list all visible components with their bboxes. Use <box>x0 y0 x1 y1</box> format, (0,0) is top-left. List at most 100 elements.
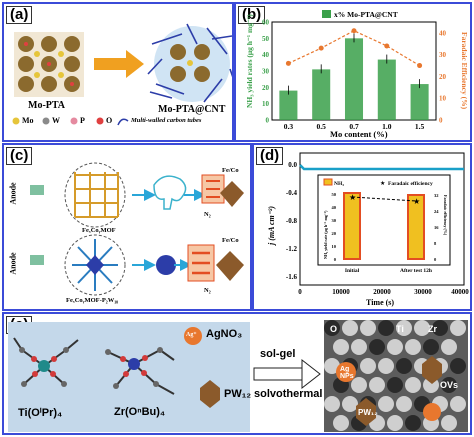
inset-ytick-5: 50 <box>332 192 337 197</box>
y-tick-d-0: 0.0 <box>288 161 297 169</box>
legend-cnt: Multi-walled carbon tubes <box>131 117 202 124</box>
inset-y2ticks: 0 8 16 24 32 <box>434 193 439 262</box>
inset-y2tick-0: 0 <box>434 257 437 262</box>
fe-co-crystal-top <box>220 181 244 207</box>
stability-chart: 0.0 -0.4 -0.8 -1.2 -1.6 0 10000 20000 30… <box>267 152 469 307</box>
x-tick-0.7: 0.7 <box>349 122 359 131</box>
inset-ytick-3: 30 <box>332 218 337 223</box>
mof-label-top: FeₓCoᵧMOF <box>82 227 116 234</box>
panel-c: (c) <box>2 143 252 311</box>
legend-w: W <box>52 116 60 125</box>
mo-pta-crystal <box>14 32 84 97</box>
y-tick-right-30: 30 <box>439 51 447 59</box>
fe-point-1.5 <box>417 63 423 69</box>
surface-atom <box>432 320 448 336</box>
inset-y2tick-3: 24 <box>434 209 439 214</box>
inset-y2tick-4: 32 <box>434 193 439 198</box>
surface-atom <box>396 396 412 412</box>
mof-grid-top <box>64 162 126 228</box>
chart-b-legend: x% Mo-PTA@CNT <box>334 10 398 19</box>
product-zr-label: Zr <box>428 324 437 334</box>
panel-a-tag: (a) <box>6 6 33 24</box>
surface-atom <box>351 377 367 393</box>
inset-bar-initial <box>343 192 361 260</box>
y-tick-d-1: -0.4 <box>286 189 298 197</box>
n2-label-top: N₂ <box>204 211 211 218</box>
y-tick-right-10: 10 <box>439 95 447 103</box>
legend-o: O <box>106 116 113 125</box>
x-tick-d-4: 40000 <box>451 288 469 296</box>
y-tick-d-2: -0.8 <box>286 217 298 225</box>
fe-co-label-bottom: Fe/Co <box>222 237 239 244</box>
product-pw12-label: PW₁₂ <box>358 408 378 417</box>
mof-grid-bottom <box>64 234 126 296</box>
inset-ytick-0: 0 <box>334 257 337 262</box>
product-o-label: O <box>330 324 338 334</box>
surface-atom <box>360 320 376 336</box>
y-tick-left-10: 10 <box>262 100 270 108</box>
surface-atom <box>405 415 421 431</box>
ag-ion-icon <box>184 327 202 345</box>
surface-atom <box>441 415 457 431</box>
x-ticks-d: 0 10000 20000 30000 40000 <box>298 288 469 296</box>
inset-bar-after <box>407 194 425 260</box>
legend-markers <box>12 117 129 126</box>
faradaic-efficiency-chart: 0.3 0.5 0.7 1.0 1.5 0 10 20 30 40 50 60 0 10 20 30 40 NH… <box>245 10 469 139</box>
product-ti-label: Ti <box>396 324 404 334</box>
synthesis-arrow <box>94 50 144 78</box>
surface-atom <box>423 339 439 355</box>
y-tick-left-50: 50 <box>262 35 270 43</box>
panel-b: (b) 0.3 0.5 0.7 1.0 1.5 0 10 20 30 40 50 60 0 10 20 30 4… <box>234 2 472 142</box>
product-ovs-label: OVs <box>440 380 459 390</box>
y-tick-left-40: 40 <box>262 51 270 59</box>
fe-point-0.7 <box>351 28 357 34</box>
ti-precursor-label: Ti(OⁱPr)₄ <box>18 407 63 419</box>
fe-co-label-top: Fe/Co <box>222 167 239 174</box>
anode-label-top: Anode <box>8 182 18 205</box>
surface-atom <box>342 396 358 412</box>
elephant-icon <box>153 175 187 210</box>
surface-atom <box>360 358 376 374</box>
precursor-box <box>8 322 250 432</box>
inset-y2tick-1: 8 <box>434 241 437 246</box>
surface-atom <box>369 339 385 355</box>
inset-xtick-initial: Initial <box>345 268 360 274</box>
product-agnps-label: Ag NPs <box>340 366 354 380</box>
inset-y2label: Faradaic efficiency (%) <box>443 195 448 236</box>
pw12-label: PW₁₂ <box>224 388 252 400</box>
fe-point-1.0 <box>384 43 390 49</box>
surface-atom <box>405 377 421 393</box>
x-tick-d-0: 0 <box>298 288 302 296</box>
fe-point-0.3 <box>285 60 291 66</box>
inset-yticks: 0 10 20 30 40 50 <box>332 192 337 262</box>
y-tick-right-20: 20 <box>439 73 447 81</box>
x-tick-0.3: 0.3 <box>284 122 294 131</box>
bar-1.0 <box>377 59 396 120</box>
electron-transfer-bottom <box>187 244 215 282</box>
surface-atom <box>387 415 403 431</box>
fe-point-0.5 <box>318 45 324 51</box>
inset-ytick-1: 10 <box>332 244 337 249</box>
mo-pta-cnt-sphere <box>147 23 232 103</box>
y-axis-left-label: NH₃ yield rates (μg h⁻¹ mg⁻¹) <box>245 14 254 108</box>
y-tick-left-20: 20 <box>262 84 270 92</box>
sol-gel-label: sol-gel <box>260 348 296 360</box>
surface-atom <box>351 339 367 355</box>
mechanism-schematic <box>30 162 244 296</box>
precursor-molecules <box>13 320 468 432</box>
mo-pta-label: Mo-PTA <box>28 100 66 111</box>
x-tick-d-3: 30000 <box>414 288 432 296</box>
surface-atom <box>333 339 349 355</box>
y-axis-label-d: j (mA cm⁻²) <box>267 206 276 247</box>
anode-label-bottom: Anode <box>8 252 18 275</box>
surface-atom <box>387 377 403 393</box>
x-tick-1.0: 1.0 <box>382 122 392 131</box>
mof-label-bottom: FeₓCoᵧMOF-P₂W₁₈ <box>66 297 119 304</box>
bar-0.7 <box>344 38 364 121</box>
panel-b-tag: (b) <box>238 6 266 24</box>
inset-ytick-4: 40 <box>332 205 337 210</box>
inset-ytick-2: 20 <box>332 231 337 236</box>
surface-atom <box>342 320 358 336</box>
panel-e: (e) <box>2 312 472 435</box>
electron-transfer-top <box>201 174 225 204</box>
